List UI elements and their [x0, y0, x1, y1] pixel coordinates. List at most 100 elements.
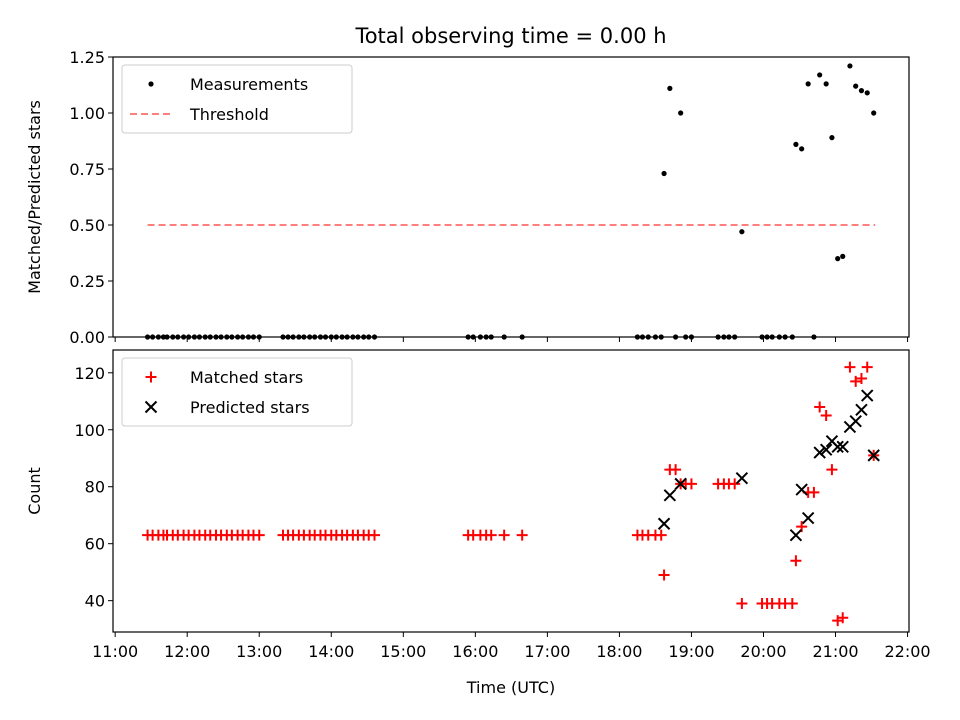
predicted-stars-point	[657, 517, 671, 530]
measurement-point	[829, 135, 835, 141]
y-axis-label: Matched/Predicted stars	[25, 100, 44, 294]
x-tick-label: 14:00	[308, 642, 354, 661]
measurement-point	[823, 81, 829, 87]
matched-stars-point	[850, 375, 862, 387]
x-tick-label: 11:00	[92, 642, 138, 661]
matched-stars-point	[814, 401, 826, 413]
x-tick-label: 20:00	[740, 642, 786, 661]
matched-stars-point	[685, 478, 697, 490]
matched-stars-point	[729, 478, 741, 490]
matched-stars-point	[861, 361, 873, 373]
predicted-stars-point	[849, 415, 862, 428]
x-tick-label: 13:00	[236, 642, 282, 661]
legend-label: Matched stars	[190, 368, 303, 387]
measurement-point	[840, 253, 846, 259]
x-tick-label: 15:00	[380, 642, 426, 661]
measurement-point	[667, 85, 673, 91]
matched-stars-point	[485, 529, 497, 541]
measurement-point	[871, 110, 877, 116]
measurement-point	[817, 72, 823, 78]
y-tick-label: 40	[85, 592, 105, 611]
predicted-stars-point	[795, 483, 808, 496]
matched-stars-point	[498, 529, 510, 541]
predicted-stars-point	[674, 477, 687, 491]
measurement-point	[678, 110, 684, 116]
matched-stars-point	[808, 486, 820, 498]
predicted-stars-point	[861, 389, 874, 402]
matched-stars-point	[736, 598, 748, 610]
predicted-stars-point	[735, 471, 749, 485]
predicted-stars-point	[663, 489, 677, 502]
x-tick-label: 22:00	[885, 642, 931, 661]
measurement-point	[835, 256, 841, 262]
y-tick-label: 0.50	[69, 216, 105, 235]
matched-stars-point	[368, 529, 380, 541]
y-tick-label: 1.00	[69, 104, 105, 123]
series-predicted-stars	[657, 389, 880, 542]
matched-stars-point	[837, 612, 849, 624]
legend-plus-marker	[145, 371, 157, 383]
matched-stars-point	[826, 464, 838, 476]
matched-stars-point	[670, 464, 682, 476]
predicted-stars-point	[831, 440, 844, 454]
bottom-panel: 40 60 80 100 120 11:00 12:00 13:00 14:00 15:00 16:…	[25, 349, 931, 697]
measurement-point	[853, 83, 859, 89]
matched-stars-point	[820, 410, 832, 422]
matched-stars-point	[786, 598, 798, 610]
x-tick-label: 18:00	[596, 642, 642, 661]
legend: Matched stars Predicted stars	[121, 357, 353, 427]
legend: Measurements Threshold	[121, 64, 353, 134]
measurement-point	[858, 88, 865, 94]
x-tick-label: 12:00	[164, 642, 210, 661]
x-tick-label: 17:00	[524, 642, 570, 661]
measurement-point	[799, 146, 805, 152]
y-tick-label: 1.25	[69, 48, 105, 67]
predicted-stars-point	[855, 403, 868, 417]
y-tick-label: 60	[85, 535, 105, 554]
y-tick-label: 120	[74, 364, 105, 383]
legend-frame	[121, 357, 353, 427]
matched-stars-point	[253, 529, 265, 541]
y-tick-label: 80	[85, 478, 105, 497]
legend-dot-marker	[148, 81, 154, 87]
measurement-point	[793, 141, 799, 147]
legend-label: Threshold	[189, 105, 269, 124]
predicted-stars-point	[867, 449, 880, 462]
top-panel: 0.00 0.25 0.50 0.75 1.00 1.25 Matched/Predicte…	[25, 48, 910, 347]
predicted-stars-point	[789, 528, 803, 542]
axes-frame	[112, 349, 910, 633]
predicted-stars-point	[836, 440, 849, 454]
x-tick-label: 21:00	[812, 642, 858, 661]
legend-label: Measurements	[190, 75, 308, 94]
legend-label: Predicted stars	[190, 398, 310, 417]
y-axis-label: Count	[25, 467, 44, 515]
axes-frame	[112, 56, 910, 338]
legend-frame	[121, 64, 353, 134]
legend-cross-marker	[144, 400, 158, 414]
predicted-stars-point	[819, 443, 833, 456]
measurement-point	[739, 229, 745, 235]
matched-stars-point	[790, 555, 802, 567]
measurement-point	[661, 170, 667, 177]
matched-stars-point	[516, 529, 528, 541]
y-tick-label: 100	[74, 421, 105, 440]
x-tick-label: 16:00	[452, 642, 498, 661]
matched-stars-point	[844, 361, 856, 373]
figure-title: Total observing time = 0.00 h	[354, 24, 666, 48]
y-tick-label: 0.00	[69, 328, 105, 347]
matched-stars-point	[655, 529, 667, 541]
predicted-stars-point	[813, 446, 826, 459]
measurement-point	[805, 81, 811, 87]
measurement-point	[847, 63, 853, 69]
series-matched-stars	[142, 361, 880, 627]
measurement-point	[864, 90, 870, 96]
predicted-stars-point	[801, 511, 815, 525]
matched-stars-point	[832, 615, 844, 627]
x-axis-label: Time (UTC)	[466, 678, 555, 697]
y-tick-label: 0.75	[69, 160, 105, 179]
x-tick-label: 19:00	[668, 642, 714, 661]
matched-stars-point	[658, 569, 670, 581]
y-tick-label: 0.25	[69, 272, 105, 291]
matched-stars-point	[855, 372, 867, 384]
